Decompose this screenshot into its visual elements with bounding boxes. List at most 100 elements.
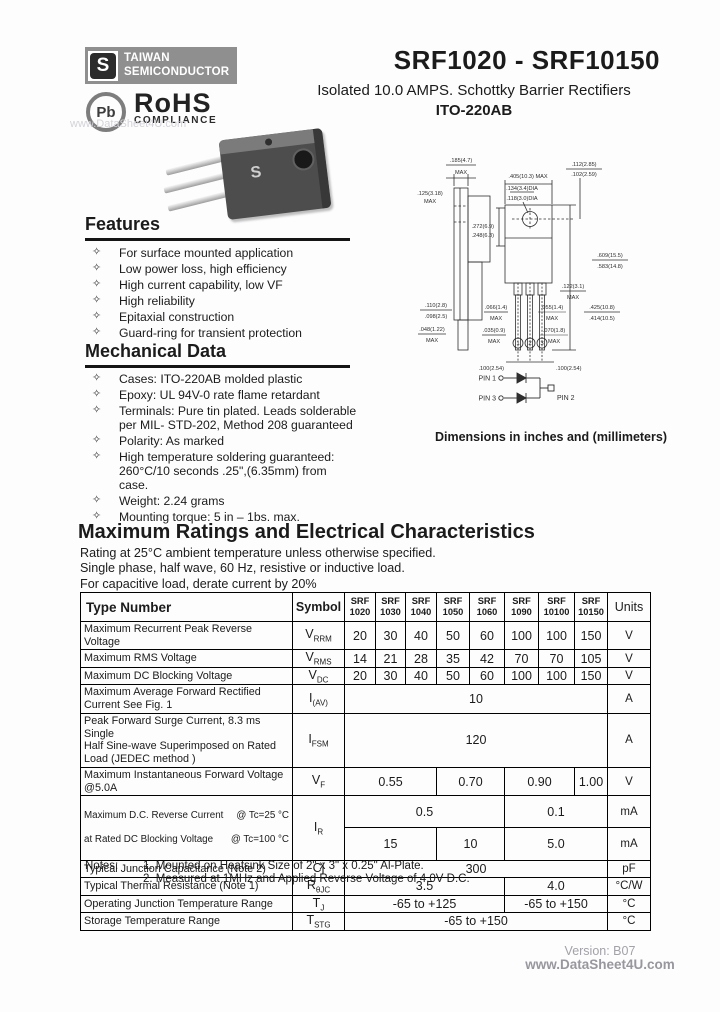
feature-text: Low power loss, high efficiency <box>119 262 287 277</box>
cell-value: 1.00 <box>574 766 608 797</box>
dim-label: .425(10.8) <box>589 305 615 311</box>
cell-value: 28 <box>405 649 437 668</box>
cell-value: 5.0 <box>504 827 608 861</box>
diamond-bullet-icon: ✧ <box>92 310 102 323</box>
col-part: SRF 10150 <box>574 592 608 622</box>
side-view-labels: .185(4.7) MAX .125(3.18) MAX .110(2.8) .… <box>417 158 472 344</box>
col-part: SRF 1040 <box>405 592 437 622</box>
row-label: Operating Junction Temperature Range <box>80 894 293 914</box>
cell-unit: V <box>607 766 651 797</box>
cell-value: 150 <box>574 666 608 686</box>
package-dimension-diagram: .185(4.7) MAX .125(3.18) MAX .110(2.8) .… <box>414 150 710 416</box>
dim-label: .118(3.0)DIA <box>506 196 538 202</box>
table-row: Operating Junction Temperature Range TJ … <box>80 894 651 914</box>
intro-line: For capacitive load, derate current by 2… <box>80 576 317 591</box>
note-line: 1. Mounted on Heatsink Size of 2" x 3" x… <box>143 860 424 872</box>
table-row: Storage Temperature Range TSTG -65 to +1… <box>80 912 651 931</box>
cell-value: 100 <box>504 620 539 651</box>
col-part: SRF 1030 <box>375 592 406 622</box>
cell-value: 30 <box>375 666 406 686</box>
front-view <box>482 168 628 363</box>
cell-unit: V <box>607 620 651 651</box>
list-item: ✧ High current capability, low VF <box>92 278 377 292</box>
cell-value: -65 to +125 <box>344 894 505 914</box>
row-symbol: IR <box>292 795 345 861</box>
feature-text: High reliability <box>119 294 195 309</box>
cell-value: 100 <box>504 666 539 686</box>
diamond-bullet-icon: ✧ <box>92 388 102 401</box>
list-item: ✧ Epitaxial construction <box>92 310 377 324</box>
dim-label: .405(10.3) MAX <box>508 174 547 180</box>
cell-value: 0.5 <box>344 795 505 829</box>
dim-label: MAX <box>546 316 558 322</box>
list-item: ✧ High temperature soldering guaranteed: … <box>92 450 377 492</box>
row-label: Maximum Recurrent Peak Reverse Voltage <box>80 620 293 651</box>
watermark-site: www.DataSheet4U.com <box>525 957 675 972</box>
photo-mounting-hole <box>291 147 316 172</box>
row-label: Peak Forward Surge Current, 8.3 ms Singl… <box>80 712 293 768</box>
list-item: ✧ Terminals: Pure tin plated. Leads solde… <box>92 404 377 432</box>
mech-text: Polarity: As marked <box>119 434 224 449</box>
dim-label: .035(0.9) <box>483 328 506 334</box>
mech-text: High temperature soldering guaranteed: 2… <box>119 450 335 493</box>
page-subtitle: Isolated 10.0 AMPS. Schottky Barrier Rec… <box>317 82 631 99</box>
features-list: ✧ For surface mounted application ✧ Low po… <box>92 246 377 342</box>
cell-unit: °C <box>607 894 651 914</box>
photo-logo-mark: S <box>249 163 263 182</box>
list-item: ✧ High reliability <box>92 294 377 308</box>
cell-unit: °C/W <box>607 877 651 896</box>
cell-value: 60 <box>469 620 505 651</box>
col-units: Units <box>607 592 651 622</box>
cell-value: 20 <box>344 666 376 686</box>
cell-unit: pF <box>607 859 651 879</box>
photo-body-edge <box>312 127 332 209</box>
cell-value: 35 <box>436 649 470 668</box>
diamond-bullet-icon: ✧ <box>92 450 102 463</box>
brand-logo-icon: S <box>88 50 118 81</box>
list-item: ✧ Mounting torque: 5 in – 1bs. max. <box>92 510 377 524</box>
list-item: ✧ Guard-ring for transient protection <box>92 326 377 340</box>
cell-value: 120 <box>344 712 608 768</box>
pin-schematic: PIN 1 PIN 3 PIN 2 <box>478 372 575 404</box>
dimension-drawing: .185(4.7) MAX .125(3.18) MAX .110(2.8) .… <box>417 158 628 404</box>
row-symbol: VRRM <box>292 620 345 651</box>
row-label: Maximum D.C. Reverse Current @ Tc=25 °C a… <box>80 795 293 861</box>
dim-label: MAX <box>567 295 579 301</box>
row-symbol: VF <box>292 766 345 797</box>
list-item: ✧ For surface mounted application <box>92 246 377 260</box>
col-part: SRF 10100 <box>538 592 575 622</box>
table-row: Maximum DC Blocking Voltage VDC 20 30 40… <box>80 666 651 686</box>
diamond-bullet-icon: ✧ <box>92 494 102 507</box>
cell-value: 0.90 <box>504 766 575 797</box>
cell-unit: mA <box>607 795 651 829</box>
dim-label: .414(10.5) <box>589 316 615 322</box>
pin-number: 3 <box>540 341 544 347</box>
table-row: Peak Forward Surge Current, 8.3 ms Singl… <box>80 712 651 768</box>
brand-line2: SEMICONDUCTOR <box>124 65 230 78</box>
cell-value: -65 to +150 <box>344 912 608 931</box>
col-part: SRF 1020 <box>344 592 376 622</box>
pin-number: 1 <box>516 341 520 347</box>
mechanical-list: ✧ Cases: ITO-220AB molded plastic ✧ Epoxy:… <box>92 372 377 526</box>
brand-name: TAIWAN SEMICONDUCTOR <box>124 52 229 80</box>
dim-label: .102(2.59) <box>571 172 597 178</box>
pin1-label: PIN 1 <box>478 376 496 383</box>
pin2-label: PIN 2 <box>557 395 575 402</box>
mech-text: Mounting torque: 5 in – 1bs. max. <box>119 510 300 525</box>
feature-text: High current capability, low VF <box>119 278 283 293</box>
rohs-title: RoHS <box>134 88 212 118</box>
cell-unit: V <box>607 649 651 668</box>
table-row: Maximum D.C. Reverse Current @ Tc=25 °C a… <box>80 795 651 861</box>
row-symbol: IFSM <box>292 712 345 768</box>
dim-label: .066(1.4) <box>485 305 508 311</box>
diagram-caption: Dimensions in inches and (millimeters) <box>434 430 667 444</box>
cell-value: 10 <box>344 684 608 714</box>
row-label: Storage Temperature Range <box>80 912 293 931</box>
cell-unit: A <box>607 684 651 714</box>
feature-text: Epitaxial construction <box>119 310 235 325</box>
cell-value: 70 <box>538 649 575 668</box>
row-label: Maximum Instantaneous Forward Voltage @5… <box>80 766 293 797</box>
notes: Notes: 1. Mounted on Heatsink Size of 2"… <box>85 860 470 886</box>
dim-label: MAX <box>455 170 467 176</box>
cell-value: 42 <box>469 649 505 668</box>
